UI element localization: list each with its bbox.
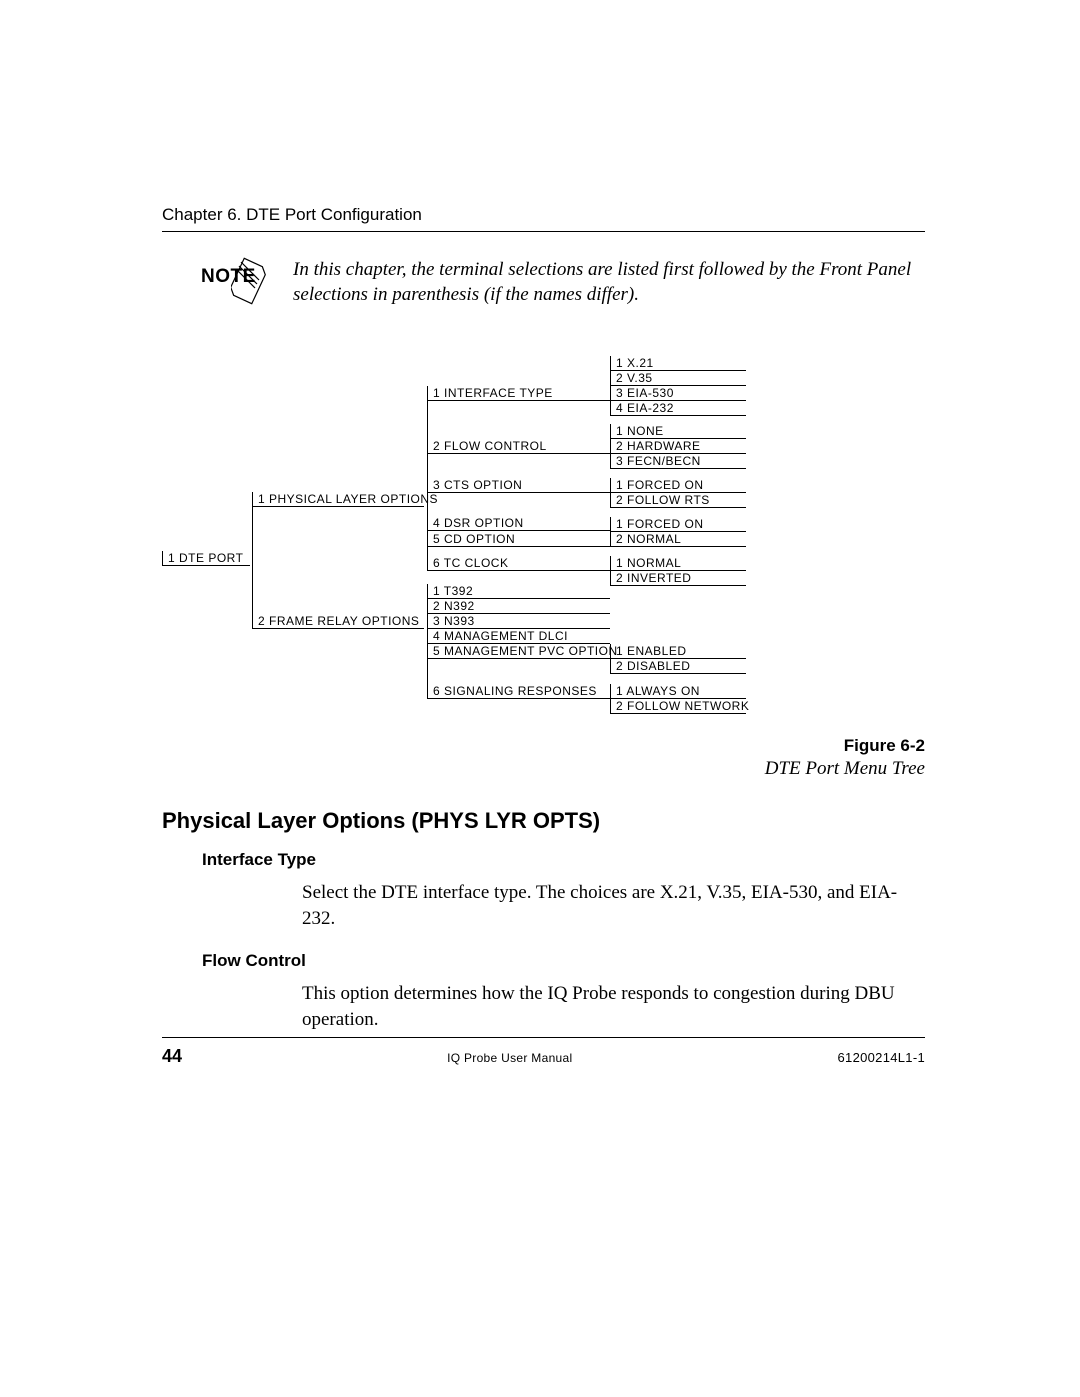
tree-phys-5: 6 TC CLOCK: [427, 556, 610, 571]
menu-tree-diagram: 1 DTE PORT 1 PHYSICAL LAYER OPTIONS 2 FRAM…: [162, 356, 925, 716]
page: Chapter 6. DTE Port Configuration NOTE I…: [0, 0, 1080, 1397]
paragraph-flow: This option determines how the IQ Probe …: [302, 981, 925, 1032]
tree-phys-1: 2 FLOW CONTROL: [427, 439, 610, 454]
note-text: In this chapter, the terminal selections…: [289, 258, 925, 307]
figure-caption: Figure 6-2 DTE Port Menu Tree: [162, 736, 925, 780]
tree-leaf-0-1: 2 V.35: [610, 371, 746, 386]
tree-leaf-1-2: 3 FECN/BECN: [610, 454, 746, 469]
tree-root: 1 DTE PORT: [162, 551, 250, 566]
footer-rule: [162, 1037, 925, 1038]
pencil-icon: [231, 254, 267, 310]
figure-title: DTE Port Menu Tree: [162, 758, 925, 780]
tree-leaf-3-1: 2 NORMAL: [610, 532, 746, 547]
tree-leaf-2-1: 2 FOLLOW RTS: [610, 493, 746, 508]
subheading-interface: Interface Type: [202, 850, 925, 870]
tree-leaf-2-0: 1 FORCED ON: [610, 478, 746, 493]
note-icon: NOTE: [207, 258, 267, 314]
tree-leaf-0-0: 1 X.21: [610, 356, 746, 371]
header-rule: [162, 231, 925, 232]
tree-l2-vline: [252, 507, 253, 629]
tree-leaf-4-1: 2 INVERTED: [610, 571, 746, 586]
subheading-flow: Flow Control: [202, 951, 925, 971]
figure-number: Figure 6-2: [162, 736, 925, 756]
tree-frame-3: 4 MANAGEMENT DLCI: [427, 629, 610, 644]
tree-phys-4: 5 CD OPTION: [427, 532, 610, 547]
tree-frame-1: 2 N392: [427, 599, 610, 614]
tree-leaf-5-1: 2 DISABLED: [610, 659, 746, 674]
tree-phys-3: 4 DSR OPTION: [427, 516, 610, 531]
tree-frame-2: 3 N393: [427, 614, 610, 629]
tree-l2-1: 2 FRAME RELAY OPTIONS: [252, 614, 424, 629]
tree-frame-5: 6 SIGNALING RESPONSES: [427, 684, 610, 699]
section-heading: Physical Layer Options (PHYS LYR OPTS): [162, 808, 925, 834]
tree-leaf-0-3: 4 EIA-232: [610, 401, 746, 416]
tree-leaf-5-0: 1 ENABLED: [610, 644, 746, 659]
tree-leaf-3-0: 1 FORCED ON: [610, 517, 746, 532]
footer: 44 IQ Probe User Manual 61200214L1-1: [162, 1037, 925, 1067]
footer-right: 61200214L1-1: [838, 1050, 925, 1065]
tree-leaf-0-2: 3 EIA-530: [610, 386, 746, 401]
tree-leaf-1-0: 1 NONE: [610, 424, 746, 439]
paragraph-interface: Select the DTE interface type. The choic…: [302, 880, 925, 931]
footer-center: IQ Probe User Manual: [447, 1051, 572, 1065]
body-section: Physical Layer Options (PHYS LYR OPTS) I…: [162, 808, 925, 1033]
tree-leaf-6-0: 1 ALWAYS ON: [610, 684, 746, 699]
tree-leaf-6-1: 2 FOLLOW NETWORK: [610, 699, 746, 714]
tree-frame-0: 1 T392: [427, 584, 610, 599]
chapter-header: Chapter 6. DTE Port Configuration: [162, 205, 925, 225]
tree-frame-4: 5 MANAGEMENT PVC OPTION: [427, 644, 610, 659]
tree-phys-2: 3 CTS OPTION: [427, 478, 610, 493]
tree-leaf-4-0: 1 NORMAL: [610, 556, 746, 571]
page-number: 44: [162, 1046, 182, 1067]
note-block: NOTE In this chapter, the terminal selec…: [162, 258, 925, 314]
tree-l2-0: 1 PHYSICAL LAYER OPTIONS: [252, 492, 424, 507]
tree-phys-0: 1 INTERFACE TYPE: [427, 386, 610, 401]
tree-leaf-1-1: 2 HARDWARE: [610, 439, 746, 454]
